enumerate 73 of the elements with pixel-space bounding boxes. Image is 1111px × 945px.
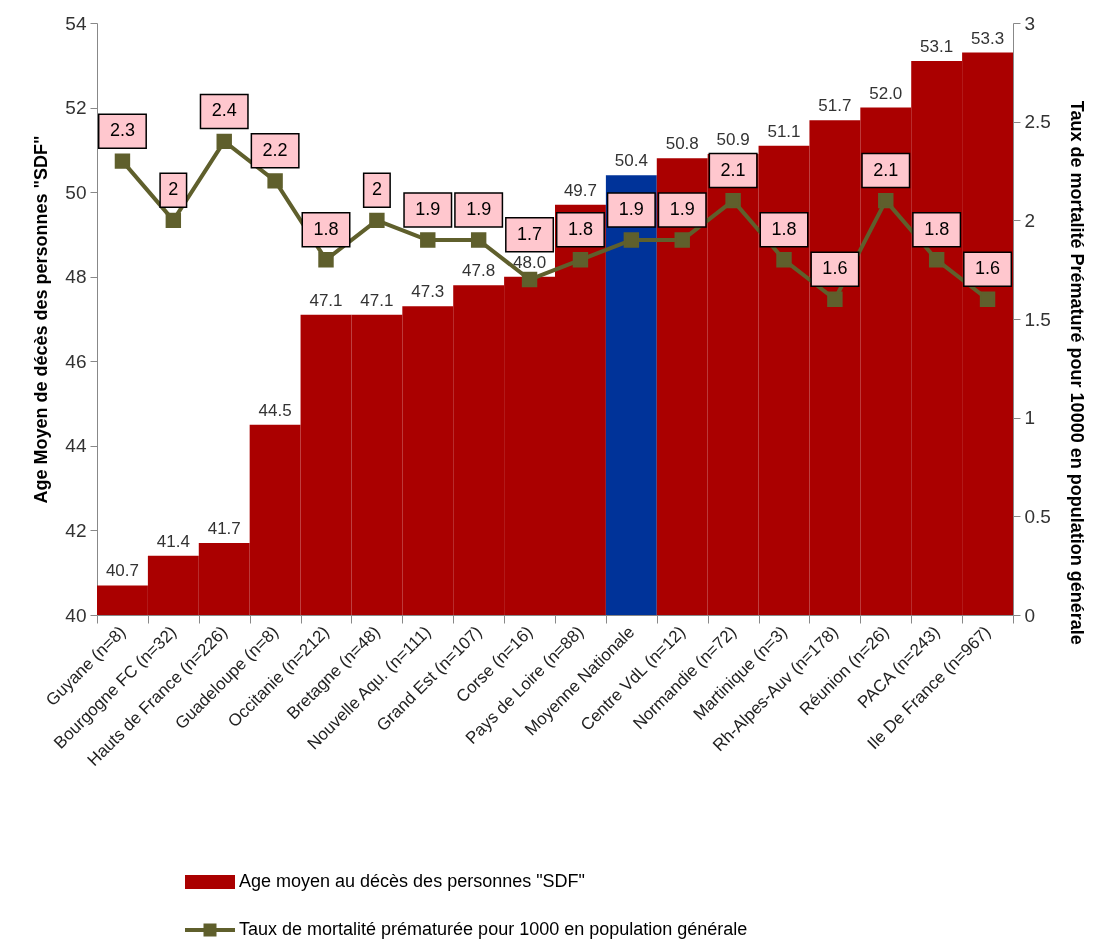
data-label: 53.3 [971, 28, 1005, 48]
data-label: 51.7 [818, 96, 852, 116]
y-tick-label: 42 [65, 519, 87, 541]
y-tick-label: 50 [65, 181, 87, 203]
point [623, 232, 640, 248]
data-label: 48.0 [513, 252, 547, 272]
data-label: 49.7 [563, 180, 597, 200]
data-label: 2 [371, 179, 382, 200]
data-label: 41.4 [156, 531, 190, 551]
data-label: 1.6 [822, 258, 848, 279]
y-axis-title: Age Moyen de décès des personnes "SDF" [31, 135, 52, 504]
y2-tick-label: 0 [1024, 604, 1036, 626]
data-label: 2.1 [873, 159, 899, 180]
data-label: 1.9 [415, 199, 441, 220]
point [216, 133, 232, 150]
data-label: 50.4 [614, 151, 648, 171]
data-label: 1.6 [975, 258, 1001, 279]
data-label: 2.3 [109, 120, 135, 141]
point [369, 212, 385, 229]
data-label: 2.2 [262, 139, 288, 160]
y2-tick-label: 2 [1024, 209, 1036, 231]
data-label: 1.8 [771, 218, 797, 239]
y2-tick-label: 0.5 [1024, 505, 1051, 527]
point [725, 192, 741, 209]
data-label: 52.0 [869, 83, 903, 103]
data-label: 47.1 [360, 290, 394, 310]
point [928, 252, 945, 268]
y2-tick-label: 2.5 [1024, 111, 1051, 133]
data-label: 1.8 [924, 218, 950, 239]
y2-tick-label: 1.5 [1024, 308, 1051, 330]
data-label: 2.1 [720, 159, 746, 180]
data-label: 1.9 [466, 199, 492, 220]
data-label: 50.9 [716, 130, 750, 150]
point [674, 232, 690, 248]
y-tick-label: 40 [65, 604, 87, 626]
y2-tick-label: 3 [1024, 12, 1036, 34]
point [776, 252, 792, 268]
data-label: 1.8 [313, 218, 339, 239]
point [420, 232, 436, 248]
data-label: 2 [168, 179, 179, 200]
data-label: 1.7 [517, 223, 543, 244]
point [165, 212, 182, 229]
data-label: 53.1 [920, 37, 954, 57]
data-label: 1.9 [669, 199, 695, 220]
data-label: 47.8 [462, 261, 496, 281]
data-label: 1.9 [618, 199, 644, 220]
data-label: 40.7 [105, 561, 139, 581]
point [267, 173, 283, 189]
data-label: 44.5 [258, 400, 292, 420]
y2-tick-label: 1 [1024, 407, 1036, 429]
data-label: 47.1 [309, 290, 343, 310]
point [470, 232, 487, 248]
point [521, 271, 538, 288]
y-tick-label: 52 [65, 97, 87, 119]
point [979, 291, 996, 307]
y-tick-label: 46 [65, 350, 87, 372]
y-tick-label: 48 [65, 266, 87, 288]
point [878, 192, 894, 209]
data-label: 50.8 [665, 134, 699, 154]
data-label: 41.7 [207, 519, 241, 539]
point [114, 153, 131, 169]
legend-label: Age moyen au décès des personnes "SDF" [239, 871, 585, 891]
point [827, 291, 843, 307]
data-label: 2.4 [211, 100, 237, 121]
y2-axis-title: Taux de mortalité Prématuré pour 10000 en population générale [1066, 100, 1087, 645]
data-label: 47.3 [411, 282, 445, 302]
y-tick-label: 44 [65, 435, 87, 457]
data-label: 51.1 [767, 121, 801, 141]
data-label: 1.8 [567, 218, 593, 239]
point [318, 252, 334, 268]
y-tick-label: 54 [65, 12, 87, 34]
point [572, 252, 589, 268]
legend-label: Taux de mortalité prématurée pour 1000 en population générale [239, 919, 748, 939]
